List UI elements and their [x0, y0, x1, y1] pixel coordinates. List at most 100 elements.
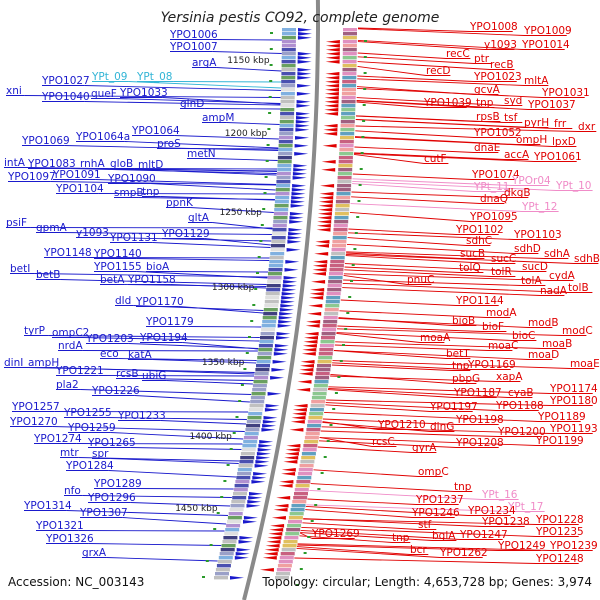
right-gene-arrow	[320, 184, 335, 188]
right-gene-label: lpxD	[552, 136, 576, 148]
left-marker	[216, 512, 220, 514]
left-cog-strip	[280, 96, 295, 100]
right-cog-strip	[342, 72, 357, 76]
right-gene-label: tnp	[454, 481, 472, 493]
right-gene-label: YPO1249	[497, 540, 546, 552]
left-cog-strip	[246, 424, 261, 428]
right-label-connector	[300, 532, 433, 541]
left-gene-label: ompC2	[52, 327, 89, 339]
right-gene-arrow	[325, 84, 340, 88]
right-gene-arrow	[285, 448, 300, 452]
left-cog-strip	[235, 480, 250, 484]
left-label-connector	[204, 238, 271, 246]
left-cog-strip	[278, 140, 293, 144]
left-gene-arrow	[283, 280, 298, 284]
right-gene-label: y1093	[484, 39, 517, 51]
right-gene-arrow	[267, 536, 282, 540]
right-label-connector	[294, 557, 537, 564]
right-cog-strip	[313, 388, 328, 392]
left-gene-arrow	[281, 292, 296, 296]
left-gene-arrow	[255, 460, 270, 464]
left-gene-label: intA	[4, 157, 26, 169]
right-marker	[346, 312, 350, 314]
right-gene-label: YPO1193	[549, 423, 598, 435]
right-gene-label: YPOr04	[511, 175, 551, 187]
gene-labels: 1150 kbp 1200 kbp 1250 kbp 1300 kbp 1350 kbp…	[4, 21, 600, 565]
right-gene-label: YPO1247	[459, 529, 508, 541]
right-gene-label: recD	[426, 65, 450, 77]
right-label-connector	[305, 505, 469, 516]
right-gene-label: xapA	[496, 371, 523, 383]
right-gene-arrow	[318, 200, 333, 204]
right-gene-arrow	[266, 540, 281, 544]
left-gene-arrow	[291, 196, 306, 200]
left-gene-label: mltD	[138, 159, 163, 171]
left-cog-strip	[221, 544, 236, 548]
right-gene-arrow	[307, 312, 322, 316]
left-marker	[240, 384, 244, 386]
right-gene-arrow	[274, 504, 289, 508]
right-label-connector	[332, 360, 571, 369]
right-gene-arrow	[297, 380, 312, 384]
right-gene-label: YPO1052	[473, 127, 522, 139]
right-marker	[363, 56, 367, 58]
right-cog-strip	[276, 568, 291, 572]
right-gene-label: YPO1228	[535, 514, 584, 526]
left-gene-arrow	[296, 100, 311, 104]
right-gene-label: ompC	[418, 466, 449, 478]
right-gene-label: syd	[504, 95, 522, 107]
left-cog-strip	[281, 36, 296, 40]
left-gene-arrow	[246, 504, 261, 508]
left-cog-strip	[252, 384, 267, 388]
left-label-connector	[66, 510, 228, 516]
left-cog-strip	[215, 568, 230, 572]
left-gene-arrow	[243, 520, 257, 524]
left-gene-arrow	[273, 352, 288, 356]
left-gene-label: YPO1289	[93, 478, 142, 490]
gene-tracks	[202, 0, 367, 600]
right-label-connector	[299, 535, 393, 543]
right-cog-strip	[292, 500, 307, 504]
right-gene-label: sdhC	[466, 235, 492, 247]
left-gene-label: tnp	[142, 186, 160, 198]
right-cog-strip	[325, 304, 340, 308]
left-cog-strip	[279, 124, 294, 128]
right-cog-strip	[342, 60, 357, 64]
right-label-connector	[325, 404, 431, 412]
kbp-tick-label: 1200 kbp	[225, 129, 268, 139]
left-gene-label: YPO1040	[41, 91, 90, 103]
right-cog-strip	[341, 116, 355, 120]
right-cog-strip	[337, 180, 352, 184]
right-marker	[354, 232, 358, 234]
left-marker	[202, 576, 205, 578]
right-cog-strip	[342, 88, 356, 92]
left-label-connector	[98, 193, 276, 195]
left-cog-strip	[275, 192, 290, 196]
left-marker	[268, 112, 272, 114]
right-cog-strip	[332, 240, 347, 244]
right-marker	[314, 504, 318, 506]
right-gene-arrow	[296, 388, 311, 392]
left-gene-label: YPO1091	[52, 169, 101, 181]
left-label-connector	[78, 530, 225, 532]
right-label-connector	[343, 279, 522, 286]
right-cog-strip	[336, 188, 351, 192]
left-cog-strip	[224, 532, 239, 536]
left-gene-label: YPO1007	[169, 41, 218, 53]
left-cog-strip	[239, 460, 254, 464]
left-gene-label: bioA	[146, 261, 170, 273]
right-cog-strip	[322, 328, 337, 332]
left-gene-label: YPt_08	[136, 71, 172, 83]
right-cog-strip	[328, 280, 343, 284]
left-cog-strip	[272, 228, 287, 232]
left-gene-arrow	[265, 404, 280, 408]
left-gene-label: YPO1170	[135, 296, 184, 308]
left-cog-strip	[281, 80, 296, 84]
left-cog-strip	[282, 28, 296, 32]
right-gene-arrow	[321, 160, 336, 164]
right-gene-arrow	[279, 480, 294, 484]
right-marker	[357, 200, 361, 202]
accession-text: Accession: NC_003143	[8, 575, 144, 589]
right-cog-strip	[340, 120, 355, 124]
right-label-connector	[342, 287, 541, 296]
